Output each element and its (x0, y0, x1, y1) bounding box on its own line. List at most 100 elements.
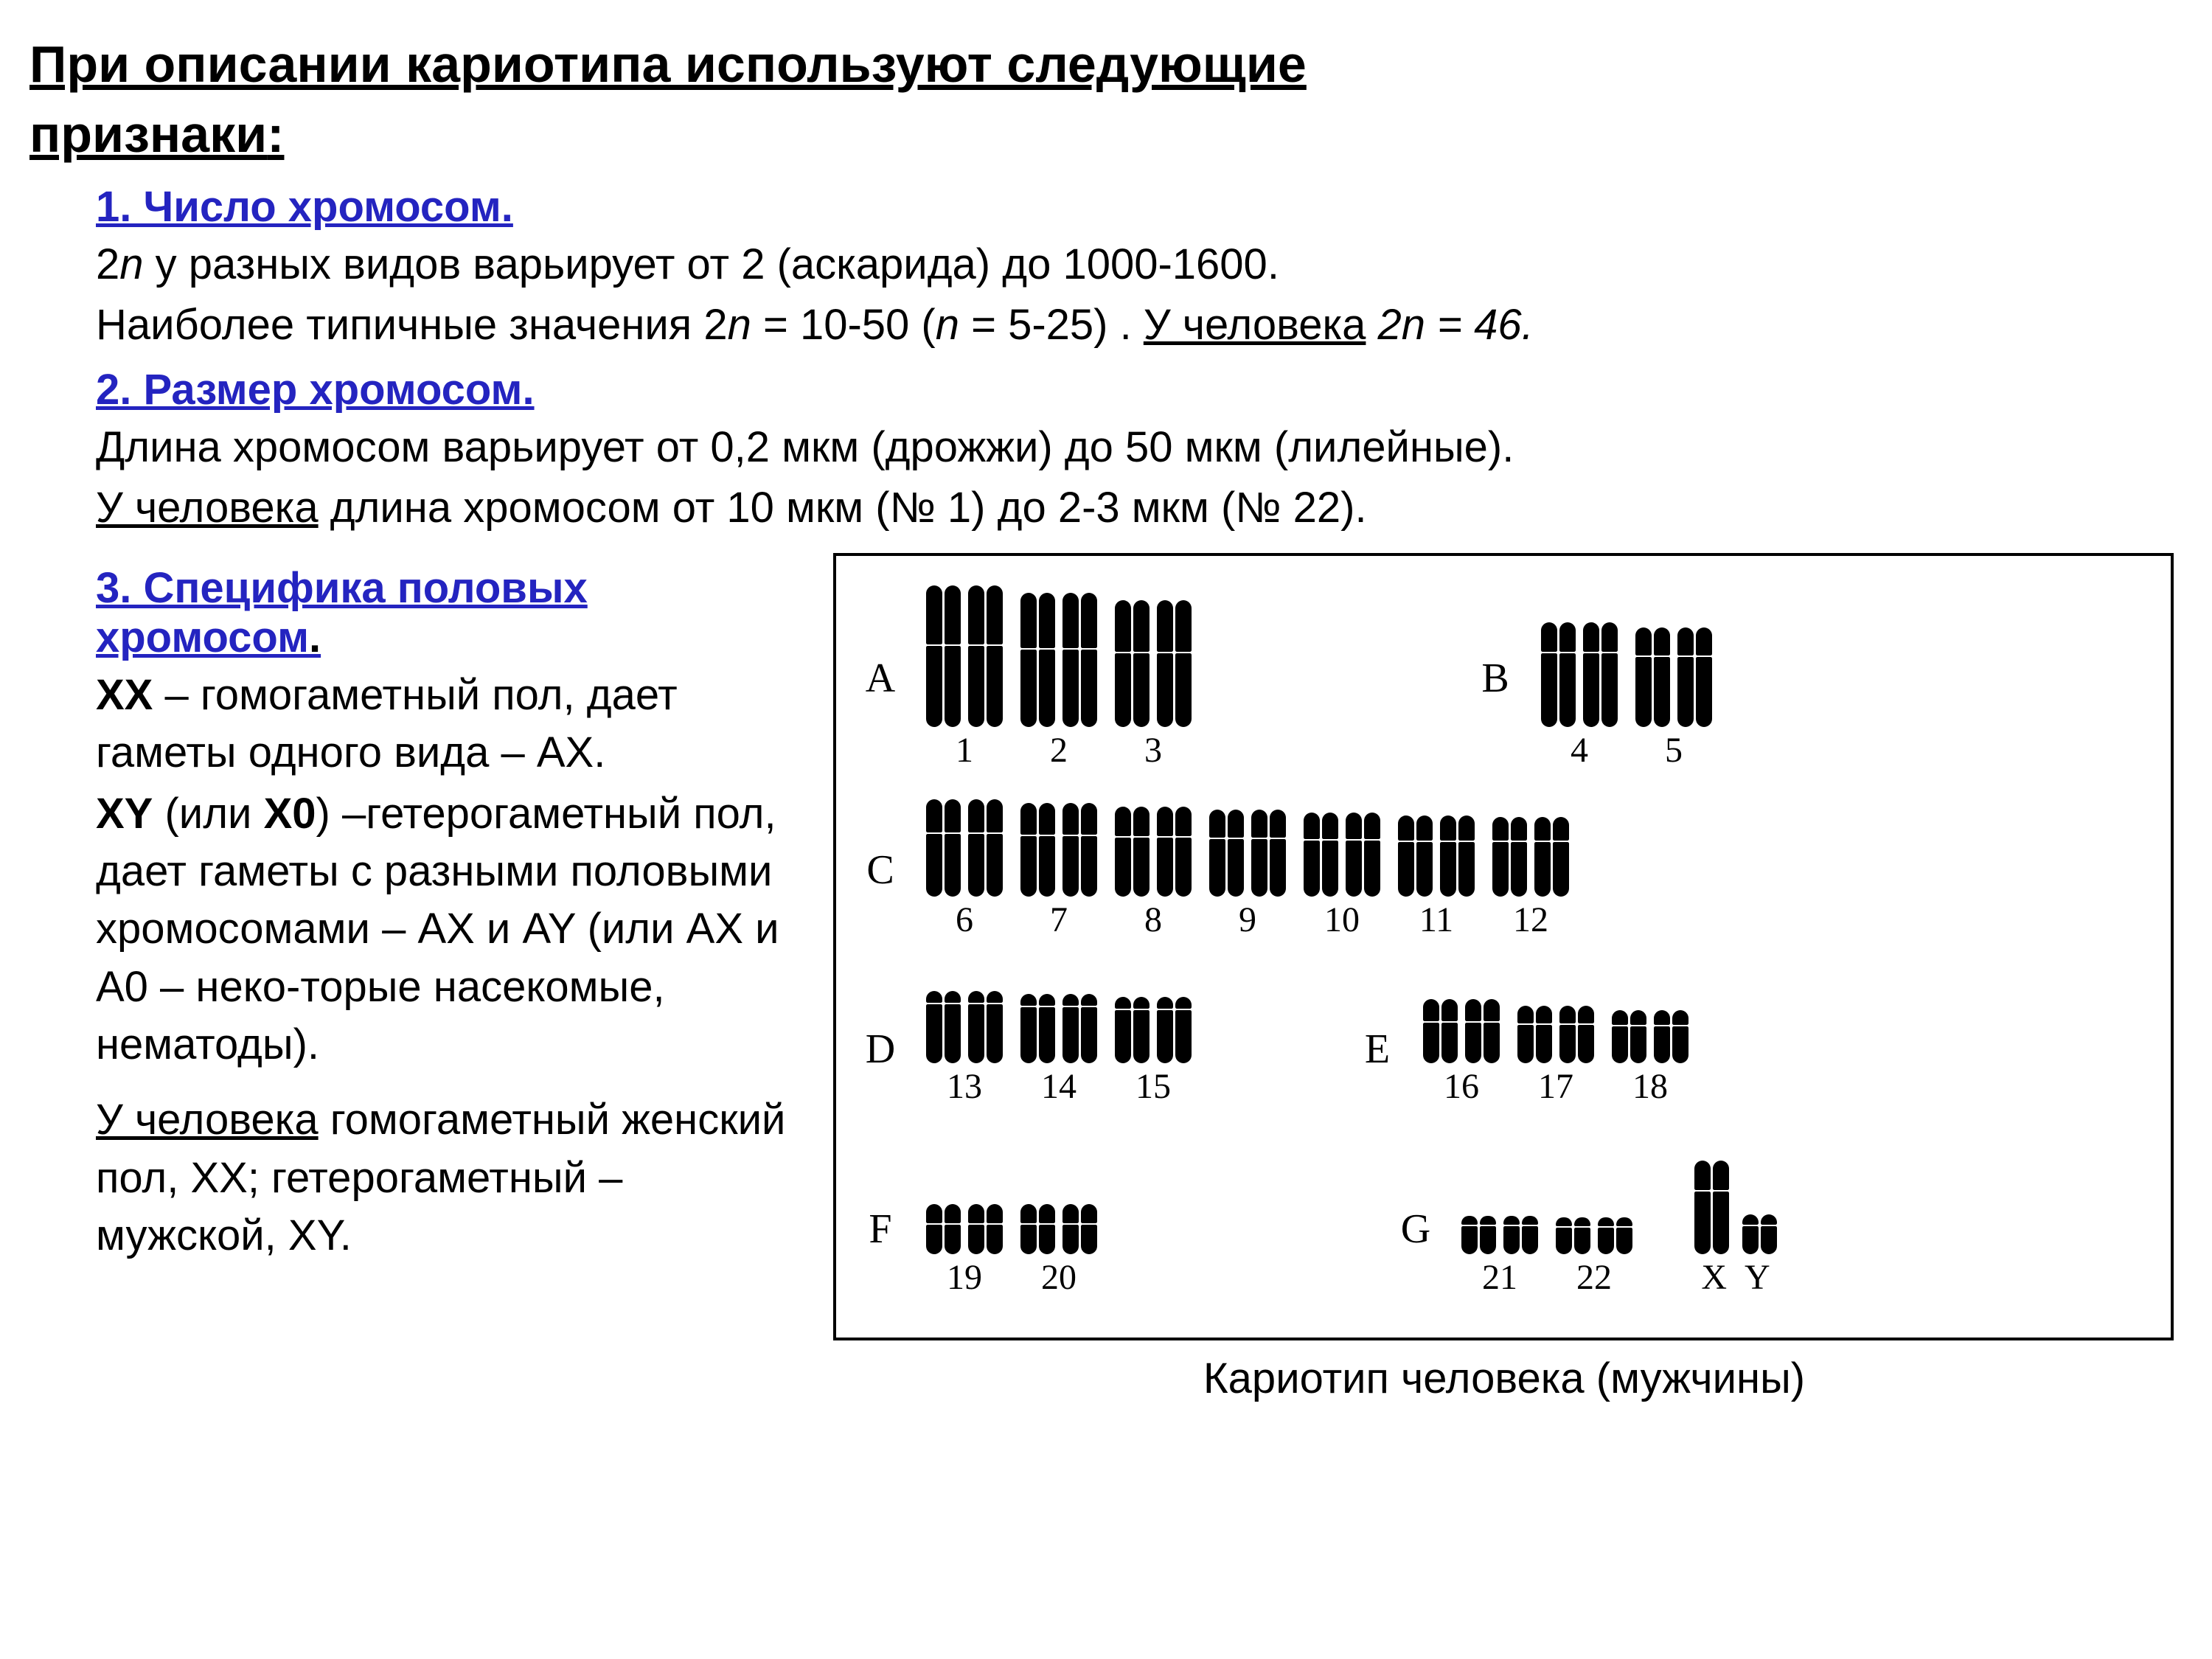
karyotype-row: C 6 7 8 9 10 11 12 (836, 799, 2171, 940)
section-3-title: 3. Специфика половых хромосом. (96, 563, 820, 662)
section-3-block-1: XX – гомогаметный пол, дает гаметы одног… (96, 667, 813, 782)
section-3-block-3: У человека гомогаметный женский пол, XX;… (96, 1091, 813, 1265)
title-line-1: При описании кариотипа используют следую… (29, 35, 1307, 93)
chromosome-number: 17 (1538, 1066, 1573, 1107)
text (1366, 301, 1377, 349)
chromosome-pair: 16 (1423, 999, 1500, 1107)
chromosome-number: 6 (956, 900, 973, 940)
chromosome-pair: 14 (1020, 994, 1097, 1107)
chromosome-number: 16 (1444, 1066, 1479, 1107)
chromosome-number: 12 (1513, 900, 1548, 940)
text: = 10-50 ( (751, 301, 936, 349)
title-line-2: признаки (29, 105, 267, 163)
group-label: A (851, 655, 910, 702)
chromosome-pair: 12 (1492, 817, 1569, 940)
chromosome-pair: 9 (1209, 810, 1286, 940)
karyotype-row: A 1 2 3 B 4 5 (836, 585, 2171, 771)
group-label: C (851, 846, 910, 894)
section-3-block-2: XY (или X0) –гетерогаметный пол, дает га… (96, 785, 813, 1074)
main-title: При описании кариотипа используют следую… (29, 29, 2175, 169)
chromosome-number: 3 (1144, 730, 1162, 771)
chromosome-number: 15 (1135, 1066, 1171, 1107)
chromosome-pair: 20 (1020, 1204, 1097, 1298)
group-label: D (851, 1026, 910, 1073)
chromosome-number: 7 (1050, 900, 1068, 940)
chromosome-number: 22 (1576, 1257, 1612, 1298)
chromosome-number: 1 (956, 730, 973, 771)
slide-page: При описании кариотипа используют следую… (0, 0, 2212, 1659)
chromosome-pair: 2 (1020, 593, 1097, 771)
chromosome-label: Y (1745, 1257, 1770, 1298)
text: = 5-25) . (959, 301, 1144, 349)
text-underline: У человека (1144, 301, 1366, 349)
text-underline: У человека (96, 484, 319, 532)
chromosome-pair: 1 (926, 585, 1003, 771)
text: . (309, 613, 321, 661)
text: (или (153, 790, 263, 838)
karyotype-row: D 13 14 15 E 16 17 18 (836, 991, 2171, 1107)
text-underline: У человека (96, 1096, 319, 1144)
chromosome-number: 5 (1665, 730, 1683, 771)
text-bold: X0 (264, 790, 316, 838)
section-1-paragraph-2: Наиболее типичные значения 2n = 10-50 (n… (96, 296, 2175, 354)
title-colon: : (267, 105, 284, 163)
chromosome-number: 2 (1050, 730, 1068, 771)
chromosome-pair: 10 (1304, 813, 1380, 940)
chromosome-number: 20 (1041, 1257, 1077, 1298)
chromosome-pair: 22 (1556, 1217, 1632, 1298)
group-label: F (851, 1206, 910, 1253)
text-bold: XX (96, 671, 153, 719)
text: хромосом (96, 613, 309, 661)
sex-chromosome-pair: XY (1694, 1161, 1777, 1298)
chromosome-number: 9 (1239, 900, 1256, 940)
chromosome-pair: 11 (1398, 815, 1475, 940)
chromosome-number: 8 (1144, 900, 1162, 940)
chromosome-pair: 8 (1115, 807, 1192, 940)
chromosome-pair: 13 (926, 991, 1003, 1107)
chromosome-pair: 7 (1020, 803, 1097, 940)
chromosome-number: 19 (947, 1257, 982, 1298)
text-italic: n (936, 301, 959, 349)
chromosome-number: 4 (1571, 730, 1588, 771)
lower-row: 3. Специфика половых хромосом. XX – гомо… (29, 553, 2175, 1403)
chromosome-pair: 18 (1612, 1010, 1688, 1107)
chromosome-pair: 15 (1115, 997, 1192, 1107)
text-italic: n (119, 240, 143, 288)
chromosome-pair: 3 (1115, 600, 1192, 771)
karyotype-panel: A123B45C6789101112D131415E161718F1920G21… (833, 553, 2175, 1403)
chromosome-number: 18 (1632, 1066, 1668, 1107)
chromosome-pair: 21 (1461, 1216, 1538, 1298)
group-label: G (1386, 1206, 1445, 1253)
text: длина хромосом от 10 мкм (№ 1) до 2-3 мк… (319, 484, 1367, 532)
chromosome-pair: 6 (926, 799, 1003, 940)
chromosome-number: 21 (1482, 1257, 1517, 1298)
text: Наиболее типичные значения 2 (96, 301, 728, 349)
text: 2 (96, 240, 119, 288)
text-italic: n (728, 301, 751, 349)
chromosome-pair: 19 (926, 1204, 1003, 1298)
karyotype-caption: Кариотип человека (мужчины) (833, 1354, 2175, 1403)
karyotype-box: A123B45C6789101112D131415E161718F1920G21… (833, 553, 2174, 1340)
chromosome-label: X (1701, 1257, 1727, 1298)
text: 3. Специфика половых (96, 564, 588, 612)
text-bold: XY (96, 790, 153, 838)
chromosome-pair: 4 (1541, 622, 1618, 771)
section-3-column: 3. Специфика половых хромосом. XX – гомо… (29, 553, 833, 1267)
karyotype-row: F 19 20 G 21 22 XY (836, 1161, 2171, 1298)
group-label: B (1466, 655, 1525, 702)
text: – гомогаметный пол, дает гаметы одного в… (96, 671, 678, 776)
chromosome-pair: 17 (1517, 1006, 1594, 1107)
section-2-paragraph-2: У человека длина хромосом от 10 мкм (№ 1… (96, 479, 2175, 537)
section-2-paragraph-1: Длина хромосом варьирует от 0,2 мкм (дро… (96, 419, 2175, 476)
chromosome-number: 13 (947, 1066, 982, 1107)
section-1-title: 1. Число хромосом. (96, 182, 2175, 232)
chromosome-number: 14 (1041, 1066, 1077, 1107)
group-label: E (1348, 1026, 1407, 1073)
section-1-paragraph-1: 2n у разных видов варьирует от 2 (аскари… (96, 236, 2175, 293)
text: у разных видов варьирует от 2 (аскарида)… (144, 240, 1279, 288)
section-2-title: 2. Размер хромосом. (96, 365, 2175, 414)
chromosome-pair: 5 (1635, 627, 1712, 771)
chromosome-number: 10 (1324, 900, 1360, 940)
text-italic: 2n = 46. (1378, 301, 1534, 349)
chromosome-number: 11 (1419, 900, 1453, 940)
